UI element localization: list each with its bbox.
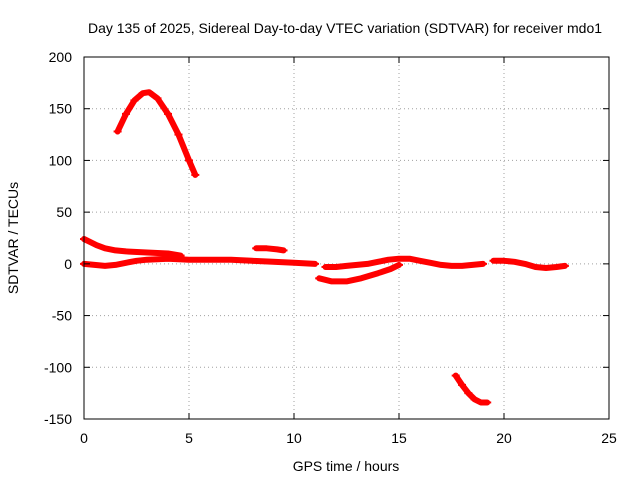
x-tick-label: 20 bbox=[496, 430, 512, 446]
series-arc-4 bbox=[252, 245, 288, 254]
y-tick-label: 50 bbox=[56, 204, 72, 220]
y-tick-label: -50 bbox=[52, 308, 72, 324]
chart-title: Day 135 of 2025, Sidereal Day-to-day VTE… bbox=[88, 20, 602, 36]
y-tick-label: -150 bbox=[44, 411, 72, 427]
y-tick-label: 100 bbox=[49, 152, 73, 168]
y-axis-label: SDTVAR / TECUs bbox=[5, 182, 21, 294]
series-arc-6 bbox=[321, 255, 487, 270]
series-line bbox=[114, 89, 199, 178]
y-tick-label: -100 bbox=[44, 359, 72, 375]
x-tick-label: 0 bbox=[80, 430, 88, 446]
series-arc-8 bbox=[451, 372, 492, 406]
series-line bbox=[322, 255, 486, 270]
x-tick-label: 5 bbox=[185, 430, 193, 446]
x-axis-label: GPS time / hours bbox=[293, 458, 400, 474]
series-arc-3 bbox=[80, 255, 319, 269]
axis-ticks: 0 5 10 15 20 25 -150 -100 -50 0 50 100 150 200 bbox=[44, 49, 617, 446]
x-tick-label: 10 bbox=[286, 430, 302, 446]
x-tick-label: 15 bbox=[391, 430, 407, 446]
y-tick-label: 0 bbox=[64, 256, 72, 272]
series-arc-5 bbox=[315, 261, 403, 285]
series-arc-2 bbox=[80, 236, 185, 259]
plot-frame bbox=[83, 56, 610, 420]
y-tick-label: 200 bbox=[49, 49, 73, 65]
x-tick-label: 25 bbox=[601, 430, 617, 446]
grid bbox=[84, 57, 609, 419]
y-tick-label: 150 bbox=[49, 101, 73, 117]
data-series bbox=[80, 89, 569, 406]
series-arc-7 bbox=[489, 257, 569, 271]
series-arc-1 bbox=[113, 89, 200, 178]
